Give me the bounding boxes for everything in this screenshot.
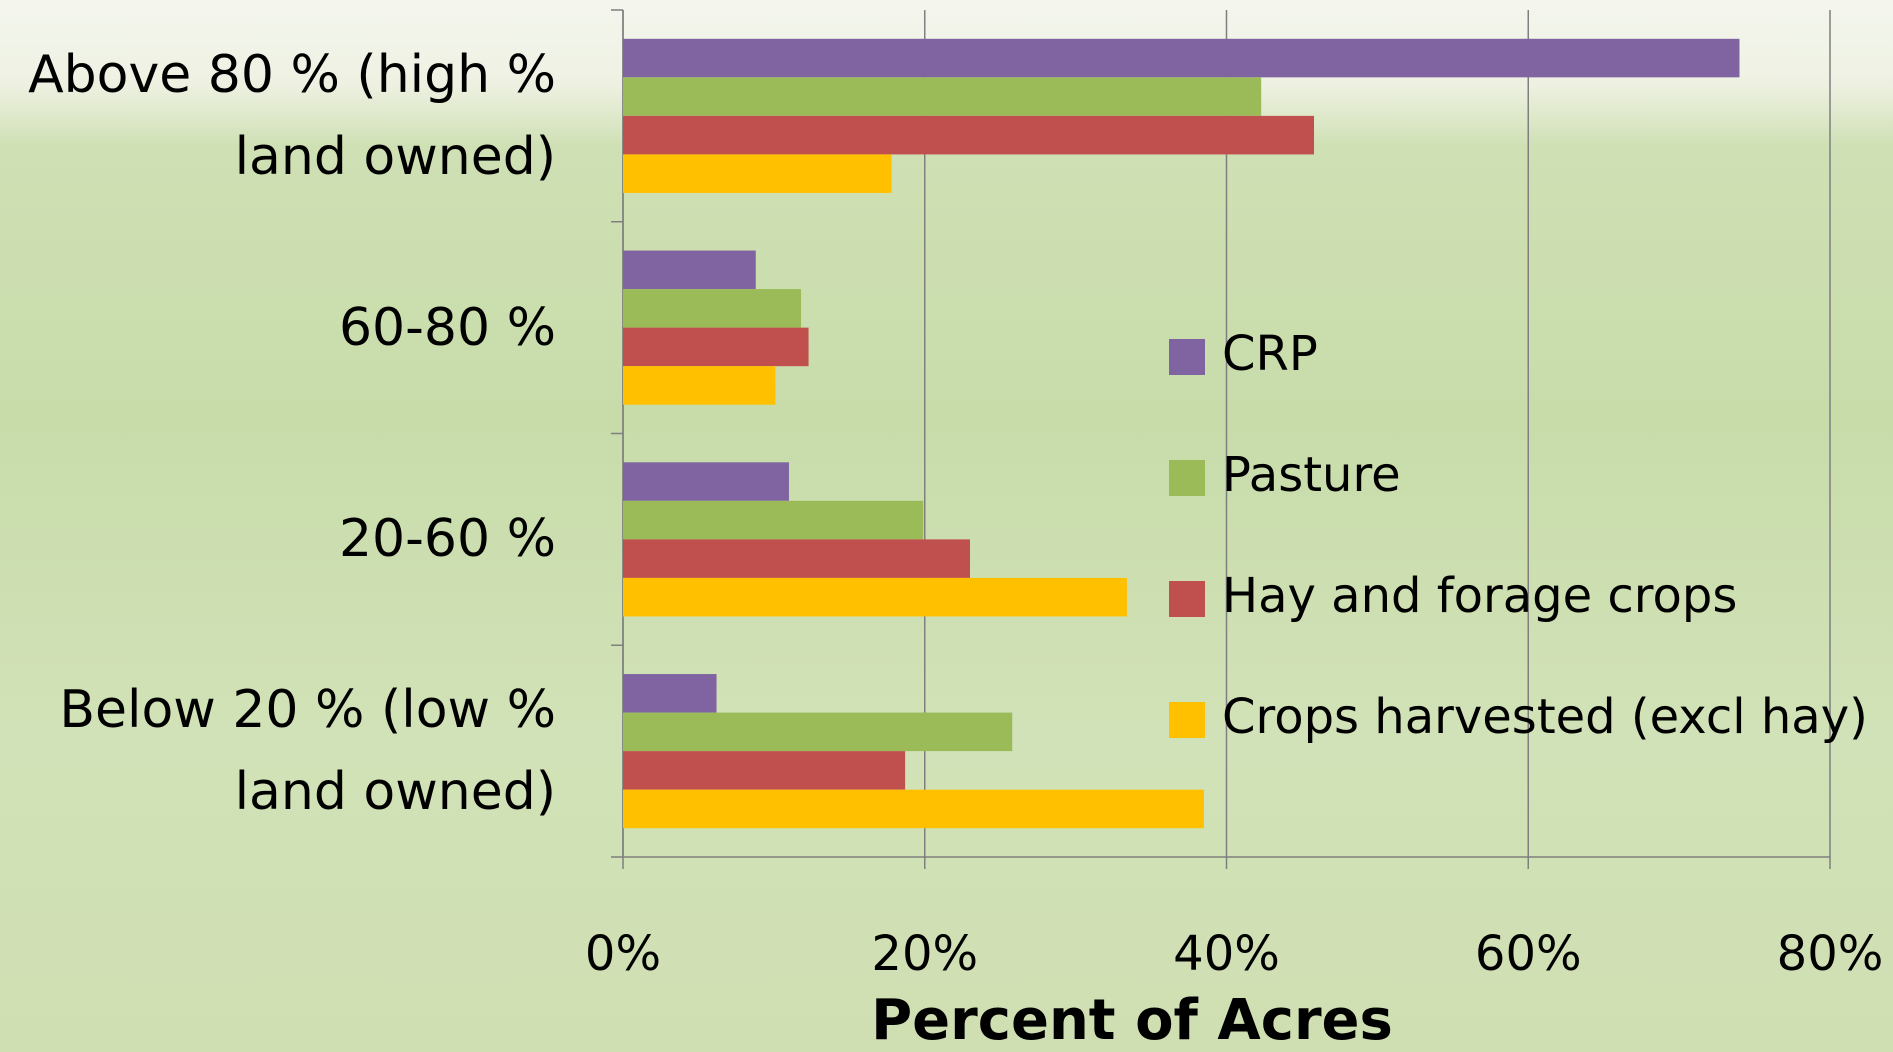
x-tick-label: 20% <box>871 926 978 982</box>
bar <box>623 328 809 367</box>
legend-swatch <box>1169 460 1205 496</box>
bar <box>623 366 775 405</box>
bar <box>623 116 1314 155</box>
bar <box>623 154 892 193</box>
y-tick-label: Above 80 % (high % land owned) <box>4 34 556 198</box>
x-tick-label: 60% <box>1475 926 1582 982</box>
legend-label: Hay and forage crops <box>1222 568 1737 624</box>
x-axis-title: Percent of Acres <box>871 988 1393 1052</box>
x-tick-label: 80% <box>1777 926 1884 982</box>
bar <box>623 289 801 328</box>
y-tick-label: 20-60 % <box>4 498 556 580</box>
legend-swatch <box>1169 581 1205 617</box>
x-tick-label: 40% <box>1173 926 1280 982</box>
bar <box>623 251 756 290</box>
legend-label: CRP <box>1222 326 1318 382</box>
bar <box>623 39 1739 78</box>
bar <box>623 578 1127 617</box>
bar <box>623 539 970 578</box>
y-tick-label: Below 20 % (low % land owned) <box>4 669 556 833</box>
legend-label: Crops harvested (excl hay) <box>1222 689 1868 745</box>
bar <box>623 77 1261 116</box>
y-tick-label: 60-80 % <box>4 287 556 369</box>
bar <box>623 713 1012 752</box>
legend-swatch <box>1169 339 1205 375</box>
bar <box>623 674 717 713</box>
bar <box>623 462 789 501</box>
bar <box>623 501 923 540</box>
chart: Percent of Acres 0% 20% 40% 60% 80% CRP Pastur… <box>0 0 1893 1052</box>
legend-label: Pasture <box>1222 447 1401 503</box>
bar <box>623 751 905 790</box>
legend-swatch <box>1169 702 1205 738</box>
bar <box>623 790 1204 829</box>
x-tick-label: 0% <box>585 926 661 982</box>
